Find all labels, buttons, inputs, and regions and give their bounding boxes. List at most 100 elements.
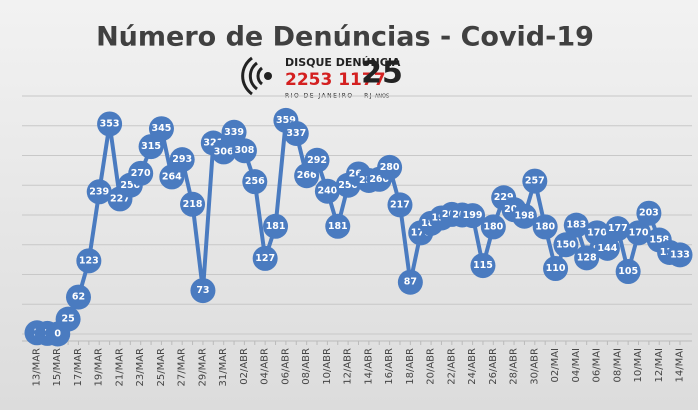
data-point xyxy=(615,259,641,285)
data-point xyxy=(180,191,206,217)
logo-dot xyxy=(264,72,272,80)
data-point xyxy=(314,178,340,204)
data-label: 177 xyxy=(608,223,628,234)
data-label: 73 xyxy=(196,285,209,296)
data-label: 306 xyxy=(214,146,234,157)
data-label: 115 xyxy=(473,260,493,271)
data-point xyxy=(76,248,102,274)
data-label: 257 xyxy=(525,176,545,187)
x-tick-label: 08/ABR xyxy=(301,348,312,385)
x-tick-label: 20/ABR xyxy=(426,348,437,385)
x-tick-label: 25/MAR xyxy=(156,348,167,387)
data-label: 229 xyxy=(494,192,514,203)
data-point xyxy=(470,253,496,279)
data-point xyxy=(667,242,693,268)
data-label: 280 xyxy=(380,162,400,173)
data-label: 170 xyxy=(587,227,607,238)
data-label: 150 xyxy=(556,239,576,250)
x-tick-label: 08/MAI xyxy=(612,348,623,383)
data-label: 266 xyxy=(297,170,317,181)
data-point xyxy=(626,220,652,246)
data-point xyxy=(397,269,423,295)
data-label: 25 xyxy=(61,314,74,325)
data-label: 62 xyxy=(72,292,85,303)
data-label: 87 xyxy=(404,277,417,288)
data-point xyxy=(594,235,620,261)
x-tick-label: 13/MAR xyxy=(32,348,43,387)
x-tick-label: 31/MAR xyxy=(218,348,229,387)
data-point xyxy=(480,214,506,240)
data-point xyxy=(387,192,413,218)
data-label: 127 xyxy=(255,253,275,264)
data-label: 250 xyxy=(338,180,358,191)
x-tick-label: 17/MAR xyxy=(73,348,84,387)
data-label: 239 xyxy=(89,186,109,197)
data-point xyxy=(252,245,278,271)
data-point xyxy=(304,147,330,173)
data-label: 217 xyxy=(390,199,410,210)
data-point xyxy=(242,169,268,195)
data-label: 0 xyxy=(54,329,61,340)
x-tick-label: 10/ABR xyxy=(322,348,333,385)
data-label: 144 xyxy=(597,243,617,254)
data-label: 180 xyxy=(483,221,503,232)
data-point xyxy=(128,160,154,186)
x-tick-label: 29/MAR xyxy=(197,348,208,387)
x-tick-label: 14/ABR xyxy=(363,348,374,385)
x-tick-label: 14/MAI xyxy=(675,348,686,383)
data-point xyxy=(221,119,247,145)
data-point xyxy=(55,306,81,332)
data-label: 180 xyxy=(535,221,555,232)
x-tick-label: 26/ABR xyxy=(488,348,499,385)
x-tick-label: 06/ABR xyxy=(280,348,291,385)
data-label: 110 xyxy=(546,263,566,274)
data-label: 240 xyxy=(317,186,337,197)
data-point xyxy=(605,216,631,242)
data-point xyxy=(543,256,569,282)
data-label: 170 xyxy=(411,227,431,238)
data-label: 105 xyxy=(618,266,638,277)
x-tick-label: 22/ABR xyxy=(446,348,457,385)
data-label: 203 xyxy=(639,208,659,219)
x-tick-label: 06/MAI xyxy=(592,348,603,383)
data-label: 133 xyxy=(670,249,690,260)
data-label: 292 xyxy=(307,155,327,166)
data-label: 158 xyxy=(649,234,669,245)
data-label: 345 xyxy=(152,123,172,134)
data-point xyxy=(148,116,174,142)
data-point xyxy=(190,278,216,304)
data-label: 321 xyxy=(203,138,223,149)
data-label: 359 xyxy=(276,115,296,126)
x-tick-label: 21/MAR xyxy=(114,348,125,387)
data-point xyxy=(65,284,91,310)
data-label: 199 xyxy=(463,210,483,221)
data-point xyxy=(532,214,558,240)
data-label: 218 xyxy=(183,199,203,210)
data-point xyxy=(522,168,548,194)
data-point xyxy=(283,120,309,146)
x-tick-label: 16/ABR xyxy=(384,348,395,385)
data-point xyxy=(460,203,486,229)
data-label: 353 xyxy=(100,118,120,129)
x-tick-label: 15/MAR xyxy=(52,348,63,387)
data-point xyxy=(574,245,600,271)
x-tick-label: 27/MAR xyxy=(177,348,188,387)
data-label: 293 xyxy=(172,154,192,165)
data-point xyxy=(325,213,351,239)
x-tick-label: 04/MAI xyxy=(571,348,582,383)
x-tick-label: 28/ABR xyxy=(509,348,520,385)
x-tick-label: 12/MAI xyxy=(654,348,665,383)
data-label: 260 xyxy=(369,174,389,185)
data-label: 123 xyxy=(79,255,99,266)
data-label: 264 xyxy=(162,171,182,182)
data-label: 270 xyxy=(131,168,151,179)
data-point xyxy=(511,203,537,229)
x-tick-label: 04/ABR xyxy=(260,348,271,385)
data-point xyxy=(553,232,579,258)
data-label: 181 xyxy=(328,221,348,232)
x-tick-label: 12/ABR xyxy=(343,348,354,385)
data-label: 339 xyxy=(224,127,244,138)
x-tick-label: 19/MAR xyxy=(94,348,105,387)
x-tick-label: 23/MAR xyxy=(135,348,146,387)
